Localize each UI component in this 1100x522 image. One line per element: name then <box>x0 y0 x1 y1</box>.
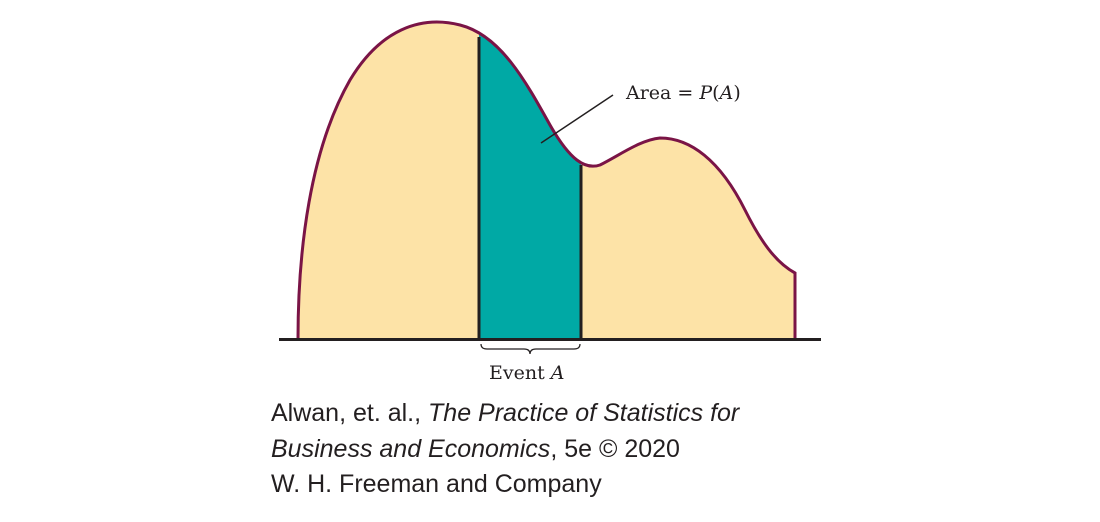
credit-authors: Alwan, et. al., <box>271 399 429 427</box>
area-leader-line <box>540 94 614 144</box>
credit-line-2: Business and Economics, 5e © 2020 <box>271 432 739 468</box>
credit-title-part-1: The Practice of Statistics for <box>428 399 740 427</box>
credit-line-3: W. H. Freeman and Company <box>271 470 602 498</box>
density-curve-line <box>296 20 797 340</box>
source-credit: Alwan, et. al., The Practice of Statisti… <box>271 396 739 503</box>
event-label-variable: A <box>549 362 565 384</box>
event-a-region <box>479 22 581 339</box>
credit-edition: , 5e © 2020 <box>550 434 680 463</box>
area-label-prefix: Area = <box>625 82 699 104</box>
credit-title-part-2: Business and Economics <box>271 434 551 463</box>
area-label: Area = P(A) <box>625 82 741 104</box>
area-label-argument: A <box>718 82 734 104</box>
credit-line-1: Alwan, et. al., The Practice of Statisti… <box>271 396 739 432</box>
area-label-function: P <box>698 82 713 104</box>
area-label-close-paren: ) <box>733 82 740 104</box>
event-brace <box>480 343 581 355</box>
area-label-open-paren: ( <box>712 82 719 104</box>
event-label-word: Event <box>489 362 551 384</box>
event-label: Event A <box>489 362 565 384</box>
